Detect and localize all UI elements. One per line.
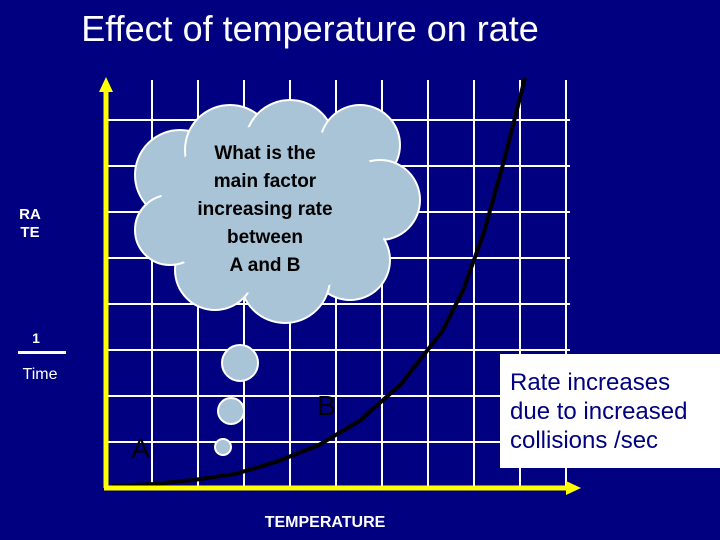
explanation-callout: Rate increases due to increased collisio… [500, 354, 720, 468]
thought-line: increasing rate [197, 199, 333, 220]
y-axis-label: RATE [19, 206, 41, 241]
x-axis-arrow [566, 481, 581, 495]
thought-line: main factor [213, 171, 317, 192]
x-axis-label: TEMPERATURE [264, 514, 386, 531]
thought-bubble [134, 99, 421, 456]
thought-bubble-text: What is the main factor increasing rate … [170, 140, 360, 280]
point-label-b: B [317, 390, 336, 421]
thought-line: What is the [214, 143, 316, 164]
thought-line: between [226, 227, 304, 248]
y-axis-arrow [99, 77, 113, 92]
callout-line: collisions /sec [510, 427, 659, 454]
fraction-bar [18, 351, 66, 354]
y-axis-numerator: 1 [32, 330, 40, 346]
rate-curve [111, 77, 527, 488]
axes [99, 77, 581, 495]
y-axis-denominator: Time [22, 366, 58, 383]
callout-line: Rate increases [510, 369, 671, 396]
thought-line: A and B [229, 255, 301, 276]
point-label-a: A [131, 433, 150, 464]
slide-title: Effect of temperature on rate [81, 8, 539, 49]
callout-line: due to increased [510, 398, 688, 425]
